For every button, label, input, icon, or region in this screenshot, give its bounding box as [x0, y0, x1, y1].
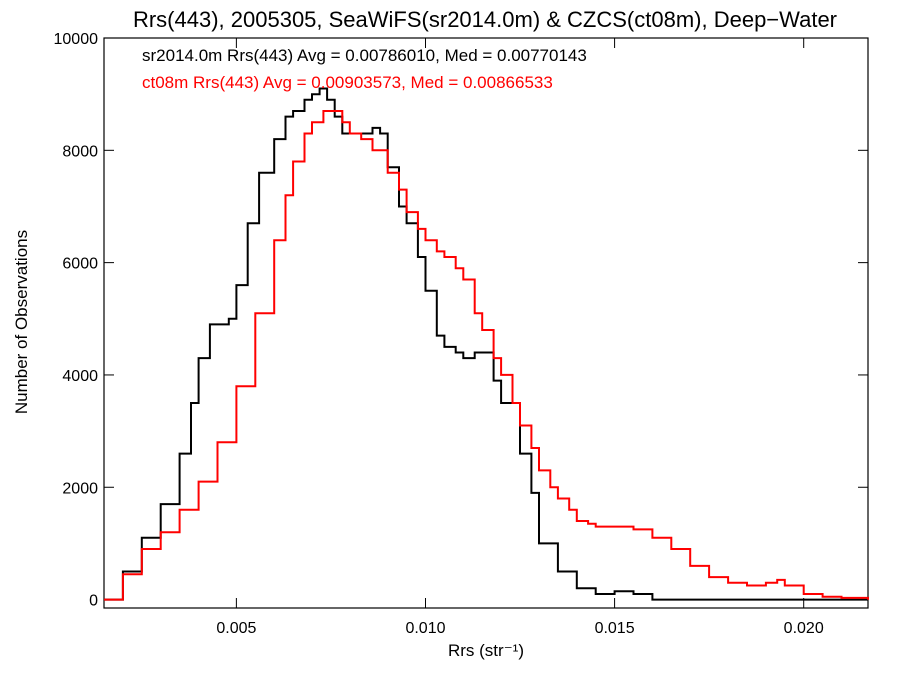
y-tick-label: 6000	[62, 256, 98, 273]
y-tick-label: 4000	[62, 368, 98, 385]
x-axis-label: Rrs (str⁻¹)	[448, 641, 524, 660]
y-axis-label: Number of Observations	[12, 230, 31, 414]
x-tick-label: 0.005	[216, 620, 256, 637]
chart-title: Rrs(443), 2005305, SeaWiFS(sr2014.0m) & …	[133, 7, 837, 32]
legend-annotations: sr2014.0m Rrs(443) Avg = 0.00786010, Med…	[142, 46, 587, 92]
plot-frame-rect	[103, 37, 869, 609]
y-tick-label: 0	[89, 593, 98, 610]
y-axis: 0 2000 4000 6000 8000 10000	[54, 31, 868, 610]
plot-frame	[103, 37, 869, 609]
x-tick-label: 0.015	[595, 620, 635, 637]
series-line-2	[104, 110, 869, 601]
annotation-1: sr2014.0m Rrs(443) Avg = 0.00786010, Med…	[142, 46, 587, 65]
y-tick-label: 10000	[54, 31, 99, 48]
y-tick-label: 2000	[62, 480, 98, 497]
x-tick-label: 0.020	[784, 620, 824, 637]
series-line-1	[104, 87, 868, 601]
y-tick-label: 8000	[62, 143, 98, 160]
x-axis: 0.005 0.010 0.015 0.020	[216, 38, 824, 637]
histogram-series	[104, 87, 869, 601]
x-tick-label: 0.010	[405, 620, 445, 637]
annotation-2: ct08m Rrs(443) Avg = 0.00903573, Med = 0…	[142, 73, 553, 92]
